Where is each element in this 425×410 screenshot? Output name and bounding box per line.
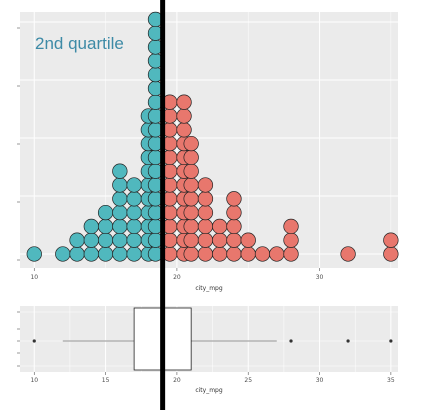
dot-point: [283, 218, 299, 235]
dot-point: [112, 218, 128, 235]
dot-point: [97, 204, 114, 221]
dot-point: [226, 246, 242, 262]
quartile-annotation: 2nd quartile: [35, 34, 124, 53]
dot-point: [112, 246, 128, 262]
boxplot-x-axis-label: city_mpg: [195, 387, 223, 394]
dot-point: [83, 218, 99, 235]
dot-point: [26, 246, 42, 262]
dot-point: [383, 232, 399, 248]
dot-point: [269, 246, 285, 262]
dot-point: [112, 204, 128, 221]
dot-point: [176, 108, 192, 124]
dotplot-x-tick-label: 30: [316, 274, 324, 281]
boxplot-x-tick-label: 30: [316, 377, 324, 384]
dotplot-dots: [26, 11, 399, 262]
dot-point: [126, 218, 142, 235]
dot-point: [183, 163, 199, 179]
dot-point: [226, 218, 242, 235]
boxplot-x-axis: 10 15 20 25 30 35: [30, 372, 395, 384]
dot-point: [183, 204, 199, 221]
dot-point: [383, 246, 399, 262]
dot-point: [183, 135, 199, 152]
boxplot-x-tick-label: 15: [102, 377, 110, 384]
dot-point: [83, 232, 99, 248]
dot-point: [226, 232, 242, 248]
dot-point: [283, 246, 299, 262]
dot-point: [126, 191, 142, 207]
boxplot-panel-background: [20, 306, 398, 372]
boxplot-panel: [17, 306, 398, 372]
boxplot-y-axis-ticks: [17, 311, 20, 367]
dot-point: [112, 232, 128, 248]
dotplot-x-axis: 10 20 30: [30, 268, 324, 281]
boxplot-x-tick-label: 25: [244, 377, 252, 384]
boxplot-x-tick-label: 20: [173, 377, 181, 384]
dot-point: [176, 94, 192, 110]
dot-point: [69, 232, 85, 248]
dot-point: [97, 246, 114, 262]
dot-point: [283, 232, 299, 248]
dot-point: [97, 232, 114, 248]
dot-point: [183, 232, 199, 248]
dot-point: [112, 163, 128, 179]
dot-point: [83, 246, 99, 262]
dot-point: [197, 177, 214, 193]
boxplot-x-tick-label: 35: [387, 377, 395, 384]
dot-point: [183, 246, 199, 262]
dotplot-x-tick-label: 20: [173, 274, 181, 281]
dot-point: [176, 122, 192, 138]
dot-point: [240, 246, 256, 262]
dot-point: [97, 218, 114, 235]
dot-point: [197, 204, 214, 221]
dot-point: [183, 218, 199, 235]
dot-point: [212, 246, 228, 262]
dotplot-panel: 2nd quartile: [17, 11, 399, 268]
boxplot-outlier: [389, 339, 393, 343]
dot-point: [340, 246, 356, 262]
dot-point: [183, 191, 199, 207]
dot-point: [126, 246, 142, 262]
dot-point: [126, 177, 142, 193]
dotplot-x-tick-label: 10: [30, 274, 38, 281]
dot-point: [126, 204, 142, 221]
dot-point: [197, 218, 214, 235]
boxplot-outlier: [32, 339, 36, 343]
dot-point: [183, 149, 199, 166]
dot-point: [197, 191, 214, 207]
dot-point: [183, 177, 199, 193]
dot-point: [226, 204, 242, 221]
dot-point: [197, 232, 214, 248]
boxplot-outlier: [346, 339, 350, 343]
dot-point: [69, 246, 85, 262]
dot-point: [112, 191, 128, 207]
boxplot-outlier: [289, 339, 293, 343]
dot-point: [240, 232, 256, 248]
dot-point: [55, 246, 71, 262]
dot-point: [212, 232, 228, 248]
dotplot-x-axis-label: city_mpg: [195, 285, 223, 292]
dot-point: [126, 232, 142, 248]
dot-point: [226, 191, 242, 207]
dot-point: [254, 246, 271, 262]
dot-point: [197, 246, 214, 262]
dot-point: [112, 177, 128, 193]
dotplot-y-axis-ticks: [17, 27, 20, 261]
dot-point: [212, 218, 228, 235]
boxplot-x-tick-label: 10: [30, 377, 38, 384]
